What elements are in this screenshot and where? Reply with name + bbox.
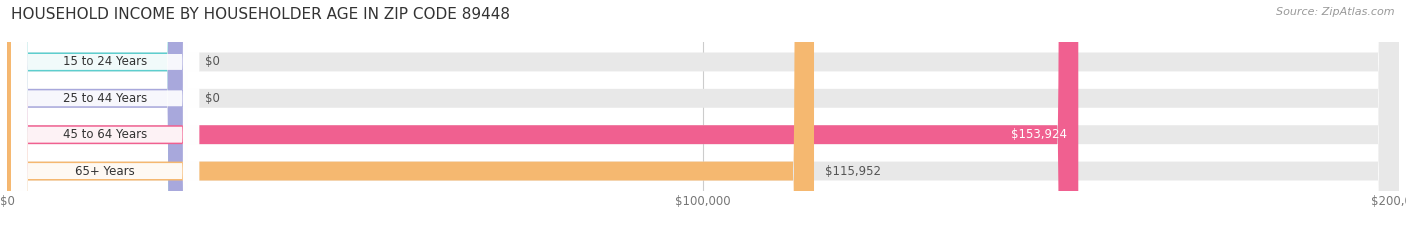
FancyBboxPatch shape xyxy=(7,0,1399,233)
Text: $0: $0 xyxy=(205,55,219,69)
Text: 65+ Years: 65+ Years xyxy=(76,164,135,178)
Text: HOUSEHOLD INCOME BY HOUSEHOLDER AGE IN ZIP CODE 89448: HOUSEHOLD INCOME BY HOUSEHOLDER AGE IN Z… xyxy=(11,7,510,22)
FancyBboxPatch shape xyxy=(11,0,200,233)
FancyBboxPatch shape xyxy=(7,0,188,233)
FancyBboxPatch shape xyxy=(7,0,1399,233)
Text: Source: ZipAtlas.com: Source: ZipAtlas.com xyxy=(1277,7,1395,17)
Text: 45 to 64 Years: 45 to 64 Years xyxy=(63,128,148,141)
FancyBboxPatch shape xyxy=(7,0,1399,233)
FancyBboxPatch shape xyxy=(7,0,188,233)
Text: 15 to 24 Years: 15 to 24 Years xyxy=(63,55,148,69)
Text: $0: $0 xyxy=(205,92,219,105)
FancyBboxPatch shape xyxy=(11,0,200,233)
Text: 25 to 44 Years: 25 to 44 Years xyxy=(63,92,148,105)
FancyBboxPatch shape xyxy=(11,0,200,233)
Text: $115,952: $115,952 xyxy=(825,164,882,178)
Text: $153,924: $153,924 xyxy=(1011,128,1067,141)
FancyBboxPatch shape xyxy=(7,0,814,233)
FancyBboxPatch shape xyxy=(11,0,200,233)
FancyBboxPatch shape xyxy=(7,0,1399,233)
FancyBboxPatch shape xyxy=(7,0,1078,233)
